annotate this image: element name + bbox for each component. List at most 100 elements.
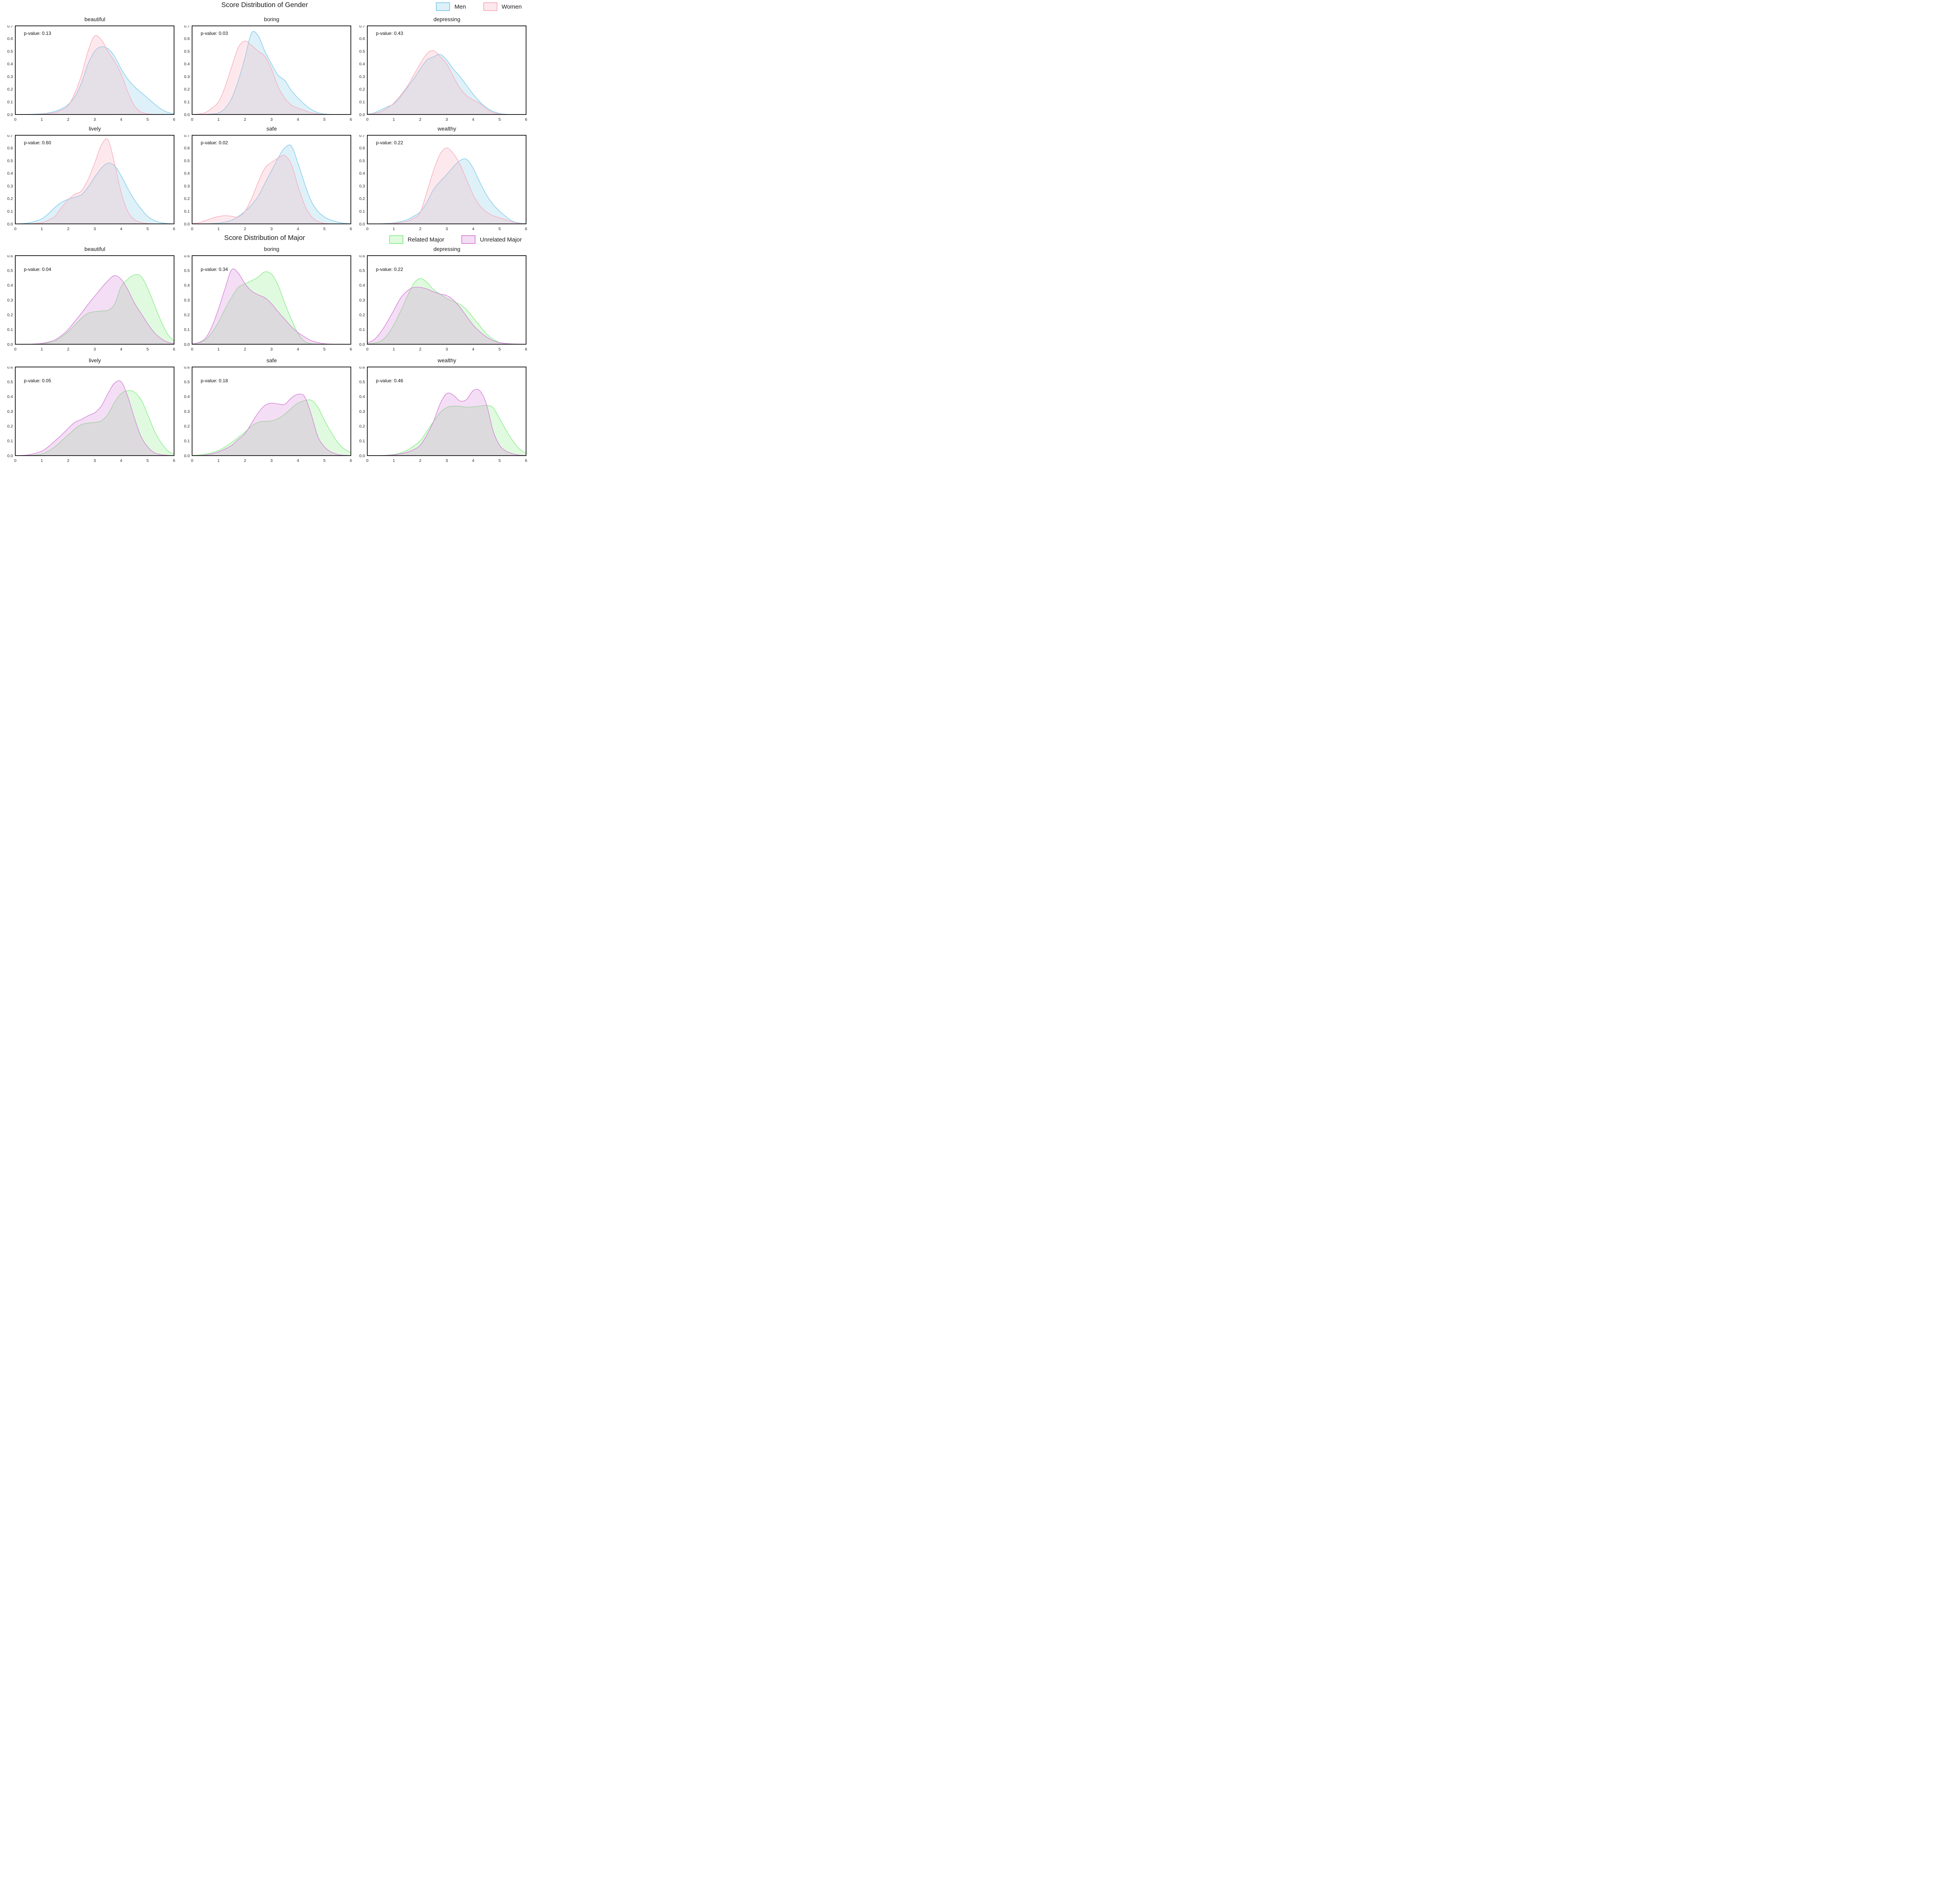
subplot-gender-wealthy: wealthy 0.0 0.1 0.2 0.3 0.4 0.5 0.6 0.7 0 1 2 3 4 5 6 p-… [352,125,528,233]
y-tick-label: 0.3 [7,74,13,79]
x-tick-label: 1 [218,227,220,231]
x-tick-label: 4 [472,117,474,122]
subplot-title: safe [266,357,277,363]
subplot-major-depressing: depressing 0.0 0.1 0.2 0.3 0.4 0.5 0.6 0 1 2 3 4 5 6 p-… [352,246,528,353]
subplot-major-boring: boring 0.0 0.1 0.2 0.3 0.4 0.5 0.6 0 1 2 3 4 5 6 p-valu… [177,246,353,353]
x-tick-label: 0 [366,227,368,231]
kde-curve-related-major [16,274,174,344]
x-tick-label: 2 [419,458,421,463]
subplot-major-safe: safe 0.0 0.1 0.2 0.3 0.4 0.5 0.6 0 1 2 3 4 5 6 p-value:… [177,357,353,465]
x-tick-label: 4 [120,117,122,122]
x-tick-label: 2 [419,117,421,122]
x-tick-label: 4 [120,227,122,231]
kde-area-related-major [368,278,526,344]
y-tick-label: 0.3 [184,74,190,79]
kde-area-men [192,31,350,114]
axes-box [15,255,174,345]
subplot-major-lively: lively 0.0 0.1 0.2 0.3 0.4 0.5 0.6 0 1 2 3 4 5 6 p-valu… [0,357,176,465]
y-tick-label: 0.6 [184,146,190,151]
x-tick-label: 2 [67,458,69,463]
legend-item-unrelated-major: Unrelated Major [461,235,522,244]
kde-curve-unrelated-major [368,287,526,344]
y-tick-label: 0.7 [184,25,190,29]
x-tick-label: 5 [323,458,326,463]
y-tick-label: 0.3 [7,184,13,189]
x-tick-label: 2 [67,117,69,122]
y-tick-label: 0.5 [7,380,13,385]
kde-area-women [192,155,350,224]
axes-box [192,25,351,115]
subplot-title: boring [264,246,279,252]
y-tick-label: 0.1 [359,439,365,443]
y-tick-label: 0.1 [7,327,13,332]
p-value-annotation: p-value: 0.05 [24,378,51,383]
y-tick-label: 0.2 [359,424,365,429]
x-tick-label: 4 [297,458,299,463]
kde-curve-men [192,31,350,114]
x-tick-label: 5 [323,227,326,231]
y-tick-label: 0.6 [7,146,13,151]
x-tick-label: 0 [14,458,16,463]
kde-curve-women [368,50,526,114]
related-major-legend-label: Related Major [407,236,445,243]
kde-area-women [16,35,174,114]
kde-area-women [16,139,174,224]
y-tick-label: 0.4 [184,394,190,399]
y-tick-label: 0.2 [184,196,190,201]
women-legend-swatch [483,2,497,11]
kde-curve-unrelated-major [192,394,350,456]
y-tick-label: 0.6 [7,367,13,370]
kde-curve-men [192,144,350,224]
y-tick-label: 0.6 [359,146,365,151]
y-tick-label: 0.4 [7,394,13,399]
y-tick-label: 0.5 [359,269,365,273]
p-value-annotation: p-value: 0.02 [201,140,228,145]
subplot-title: lively [89,357,101,363]
x-tick-label: 6 [350,347,352,352]
x-tick-label: 4 [297,117,299,122]
kde-plot: 0.0 0.1 0.2 0.3 0.4 0.5 0.6 0.7 0 1 2 3 4 5 6 p-value: … [184,25,352,122]
x-tick-label: 4 [472,227,474,231]
y-tick-label: 0.0 [184,222,190,227]
x-tick-label: 1 [41,347,43,352]
y-tick-label: 0.5 [184,269,190,273]
x-tick-label: 1 [41,117,43,122]
kde-curve-men [16,162,174,224]
x-tick-label: 6 [173,347,175,352]
y-tick-label: 0.2 [7,196,13,201]
x-tick-label: 5 [147,117,149,122]
x-tick-label: 6 [350,117,352,122]
related-major-legend-swatch [389,235,403,244]
subplot-title: safe [266,125,277,132]
y-tick-label: 0.1 [359,327,365,332]
unrelated-major-legend-swatch [461,235,476,244]
legend-gender: Men Women [419,2,522,11]
kde-area-unrelated-major [368,287,526,344]
axes-box [367,367,526,456]
kde-plot: 0.0 0.1 0.2 0.3 0.4 0.5 0.6 0 1 2 3 4 5 6 p-value: 0.2… [359,255,527,352]
x-tick-label: 4 [297,347,299,352]
section-title-gender: Score Distribution of Gender [221,1,308,9]
y-tick-label: 0.3 [7,298,13,303]
y-tick-label: 0.0 [184,342,190,347]
x-tick-label: 1 [218,458,220,463]
x-tick-label: 4 [297,227,299,231]
kde-curve-related-major [16,390,174,456]
kde-plot: 0.0 0.1 0.2 0.3 0.4 0.5 0.6 0 1 2 3 4 5 6 p-value: 0.0… [7,367,175,463]
x-tick-label: 3 [94,347,96,352]
y-tick-label: 0.7 [7,135,13,138]
kde-area-women [368,148,526,224]
kde-plot: 0.0 0.1 0.2 0.3 0.4 0.5 0.6 0 1 2 3 4 5 6 p-value: 0.3… [184,255,352,352]
y-tick-label: 0.0 [359,113,365,117]
kde-curve-related-major [192,399,350,456]
x-tick-label: 0 [191,347,193,352]
y-tick-label: 0.0 [7,342,13,347]
x-tick-label: 5 [147,227,149,231]
y-tick-label: 0.2 [184,313,190,318]
axes-box [192,367,351,456]
subplot-gender-safe: safe 0.0 0.1 0.2 0.3 0.4 0.5 0.6 0.7 0 1 2 3 4 5 6 p-val… [177,125,353,233]
kde-area-unrelated-major [16,381,174,456]
kde-area-women [368,50,526,114]
y-tick-label: 0.5 [7,158,13,163]
y-tick-label: 0.2 [7,424,13,429]
